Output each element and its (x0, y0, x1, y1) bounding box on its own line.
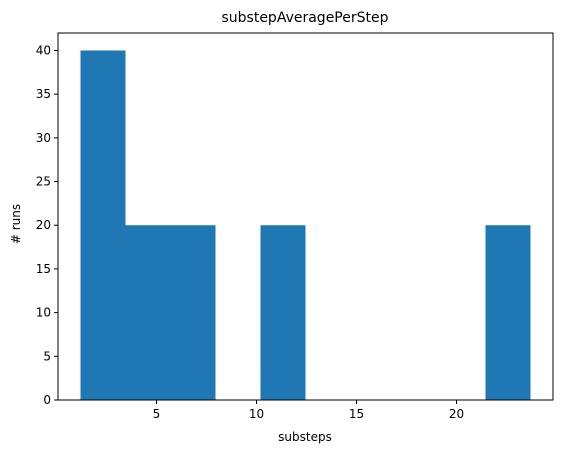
y-tick-label: 30 (36, 131, 51, 145)
histogram-bar (486, 225, 531, 400)
x-tick-label: 5 (153, 407, 161, 421)
histogram-bar (171, 225, 216, 400)
y-tick-label: 25 (36, 175, 51, 189)
y-axis-label: # runs (9, 204, 23, 244)
histogram-bar (81, 50, 126, 400)
x-tick-label: 10 (249, 407, 264, 421)
y-tick-label: 15 (36, 262, 51, 276)
y-tick-label: 10 (36, 306, 51, 320)
y-tick-label: 5 (43, 349, 51, 363)
y-tick-label: 40 (36, 43, 51, 57)
x-axis-label: substeps (278, 430, 332, 444)
chart-title: substepAveragePerStep (221, 10, 388, 26)
y-tick-label: 20 (36, 218, 51, 232)
x-tick-label: 20 (449, 407, 464, 421)
y-tick-label: 35 (36, 87, 51, 101)
x-tick-label: 15 (349, 407, 364, 421)
histogram-bar (261, 225, 306, 400)
y-tick-label: 0 (43, 393, 51, 407)
histogram-bar (126, 225, 171, 400)
